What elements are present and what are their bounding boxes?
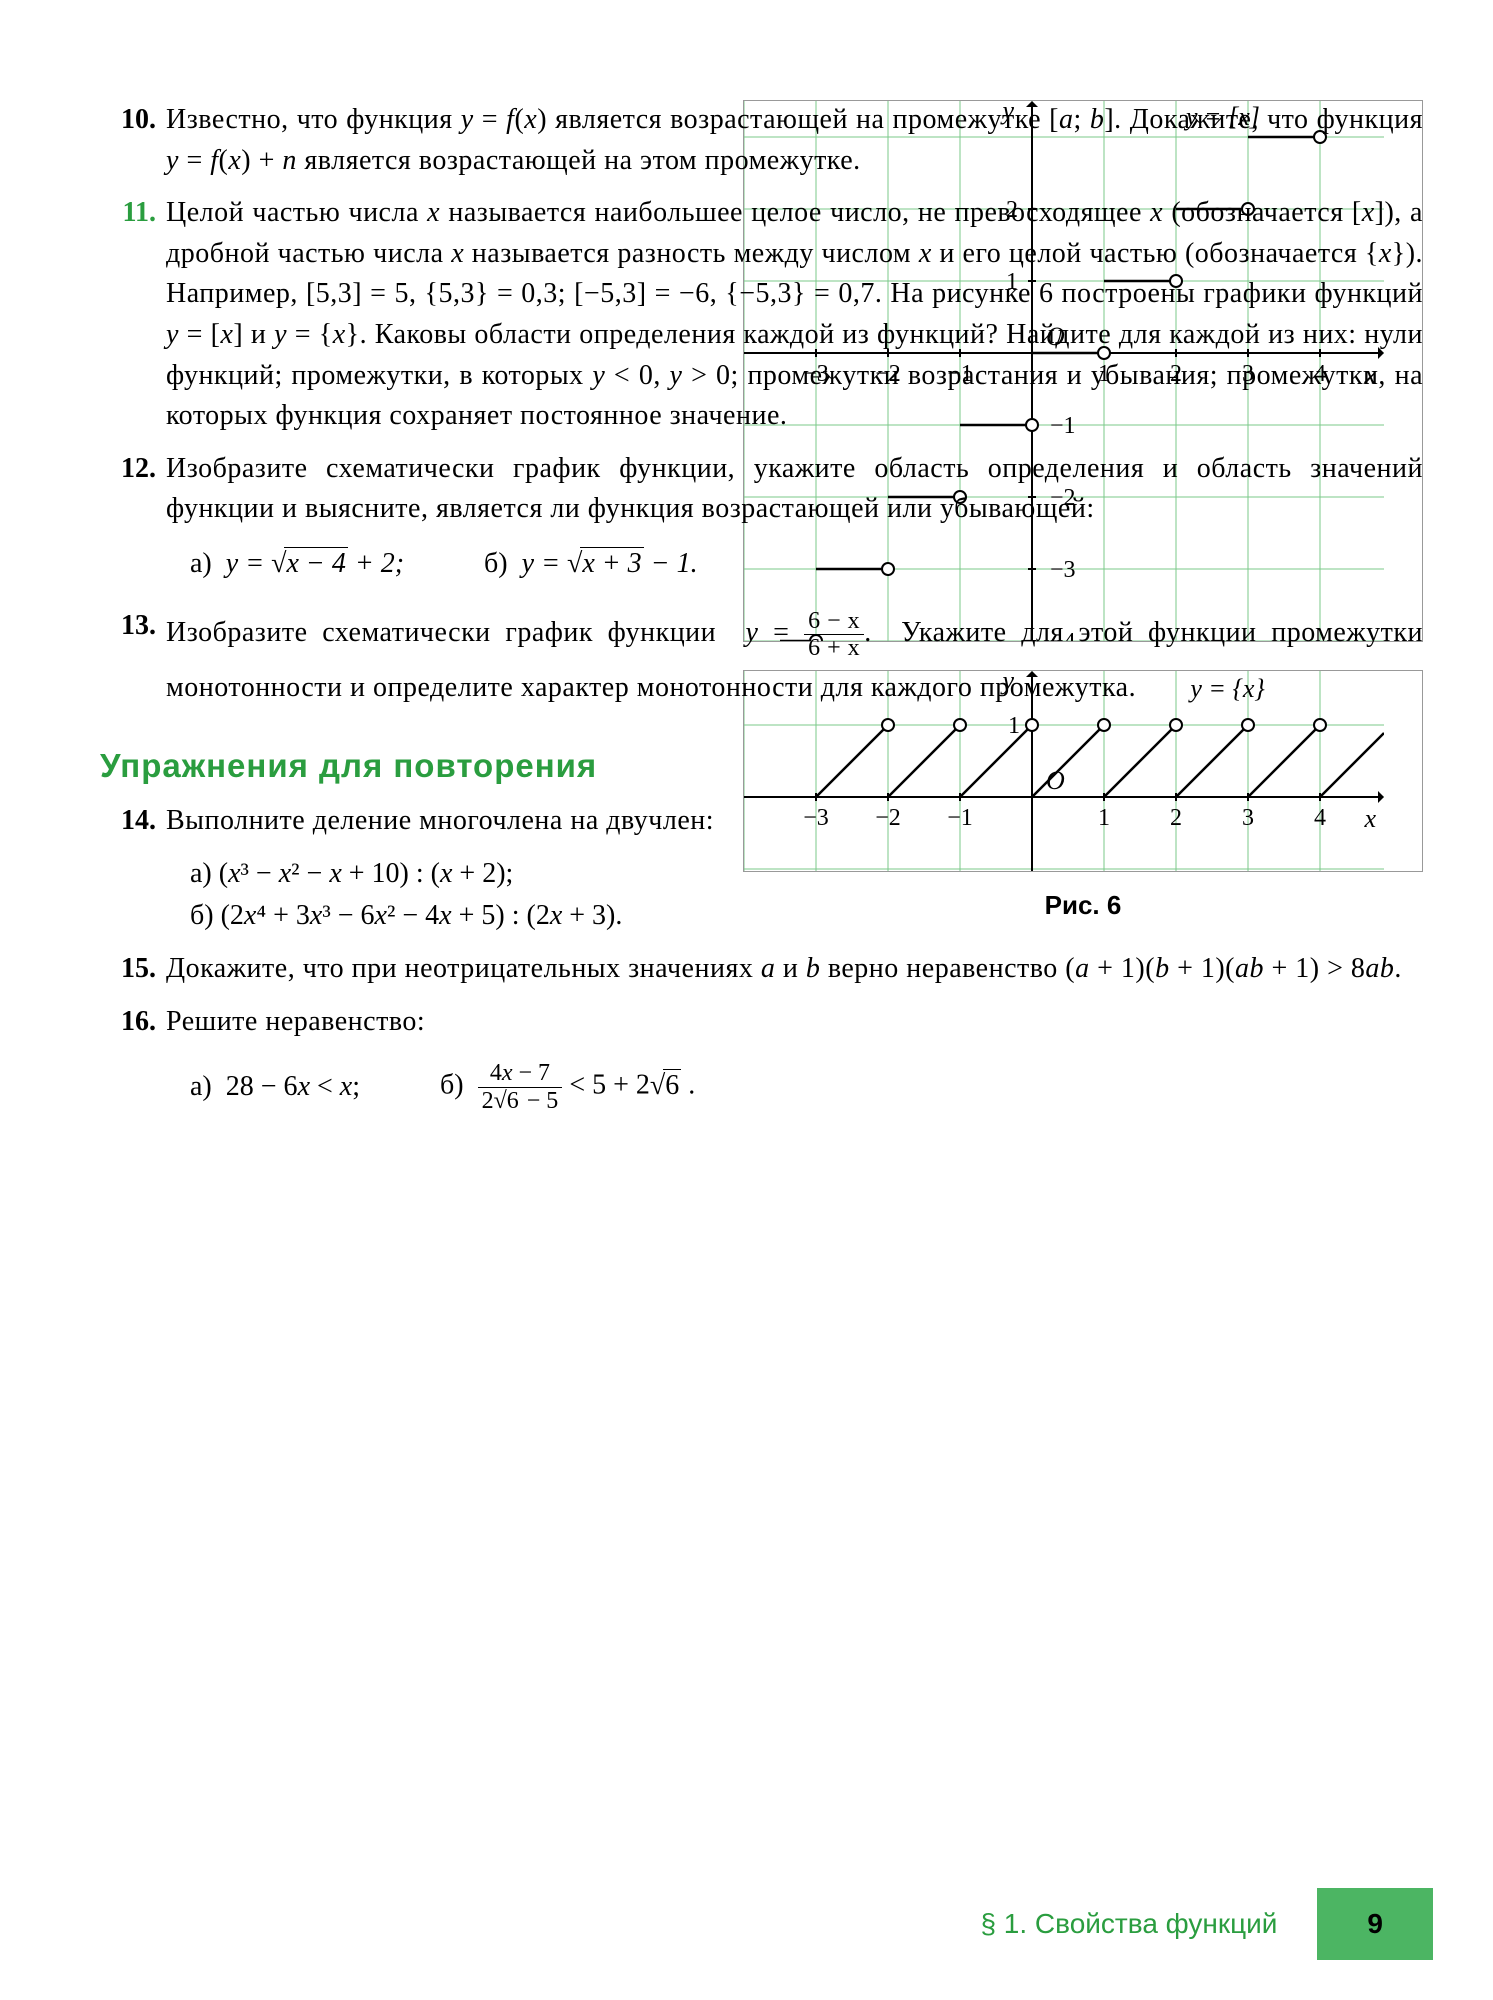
p12-b: б) y = √x + 3 − 1. — [484, 548, 698, 580]
problem-14: 14. Выполните деление многочлена на двуч… — [100, 801, 1423, 842]
problem-number: 13. — [100, 606, 166, 715]
p16-a: а) 28 − 6x < x; — [190, 1071, 360, 1103]
problem-text: Докажите, что при неотрицательных значен… — [166, 949, 1423, 990]
problem-number: 14. — [100, 801, 166, 842]
footer-page-number: 9 — [1317, 1888, 1433, 1960]
problem-12-subs: а) y = √x − 4 + 2; б) y = √x + 3 − 1. — [100, 548, 1423, 580]
page-footer: § 1. Свойства функций 9 — [60, 1888, 1433, 1960]
problem-text: Известно, что функция y = f(x) является … — [166, 100, 1423, 181]
p12-a: а) y = √x − 4 + 2; — [190, 548, 404, 580]
problem-10: 10. Известно, что функция y = f(x) являе… — [100, 100, 1423, 181]
problem-15: 15. Докажите, что при неотрицательных зн… — [100, 949, 1423, 990]
problem-number: 12. — [100, 449, 166, 530]
p13-post: . Укажите для — [864, 617, 1064, 648]
problem-text: Выполните деление многочлена на двучлен: — [166, 801, 1423, 842]
problem-number: 10. — [100, 100, 166, 181]
p16-b: б) 4x − 72√6 − 5 < 5 + 2√6 . — [440, 1060, 695, 1114]
p14-a: а) (x³ − x² − x + 10) : (x + 2); — [100, 853, 1423, 895]
problem-16-subs: а) 28 − 6x < x; б) 4x − 72√6 − 5 < 5 + 2… — [100, 1060, 1423, 1114]
p14-b: б) (2x⁴ + 3x³ − 6x² − 4x + 5) : (2x + 3)… — [100, 895, 1423, 937]
footer-section: § 1. Свойства функций — [980, 1908, 1277, 1940]
problem-16: 16. Решите неравенство: — [100, 1002, 1423, 1043]
problem-text: Решите неравенство: — [166, 1002, 1423, 1043]
problem-12: 12. Изобразите схематически график функц… — [100, 449, 1423, 530]
problem-text: Целой частью числа x называется наибольш… — [166, 193, 1423, 437]
section-title: Упражнения для повторения — [100, 747, 1423, 785]
problem-13: 13. Изобразите схематически график функц… — [100, 606, 1423, 715]
problem-number: 11. — [100, 193, 166, 437]
page: −3−2−11234−4−3−2−112Oyxy = [x] −3−2−1123… — [0, 0, 1493, 2000]
problems-content: 10. Известно, что функция y = f(x) являе… — [100, 100, 1423, 1114]
problem-number: 16. — [100, 1002, 166, 1043]
problem-text: Изобразите схематически график функции, … — [166, 449, 1423, 530]
problem-11: 11. Целой частью числа x называется наиб… — [100, 193, 1423, 437]
problem-number: 15. — [100, 949, 166, 990]
problem-text: Изобразите схематически график функции y… — [166, 606, 1423, 715]
